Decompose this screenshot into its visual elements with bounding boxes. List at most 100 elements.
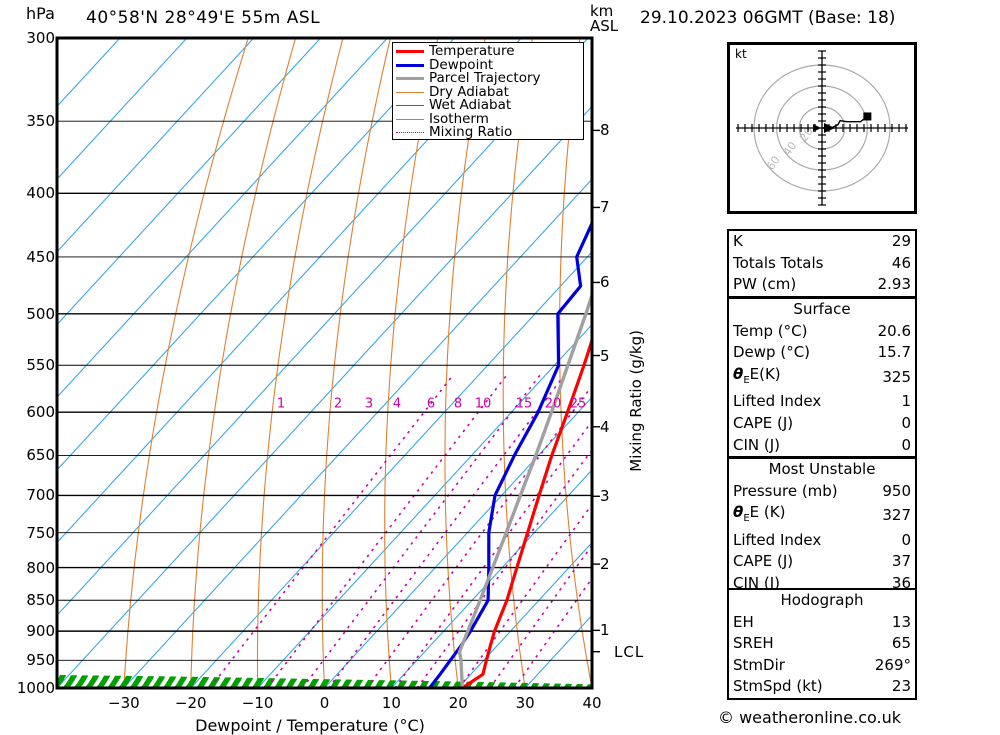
run-title: 29.10.2023 06GMT (Base: 18) — [640, 8, 896, 28]
legend-color-swatch — [396, 77, 424, 81]
temperature-tick-label: 20 — [448, 694, 468, 712]
surface-parcel-table: Surface Temp (°C) 20.6 Dewp (°C) 15.7 θEE(K) 3… — [727, 297, 917, 459]
table-row: Lifted Index 1 — [729, 391, 915, 413]
mixing-ratio-value-label: 2 — [333, 396, 343, 412]
pressure-axis: 300 350 400 450 500 550 600 650 700 750 800 850 900 9… — [0, 0, 55, 733]
mixing-ratio-value-label: 25 — [569, 396, 587, 412]
mixing-ratio-value-label: 15 — [515, 396, 533, 412]
mixing-ratio-value-label: 3 — [364, 396, 374, 412]
stat-value: 15.7 — [877, 343, 911, 362]
table-title-row: Hodograph — [729, 590, 915, 612]
stat-label: CIN (J) — [733, 435, 781, 454]
temperature-tick-label: 30 — [515, 694, 535, 712]
pressure-tick-label: 900 — [26, 622, 55, 641]
stat-value: 0 — [901, 435, 911, 454]
table-row: CAPE (J) 0 — [729, 413, 915, 435]
stat-label: CAPE (J) — [733, 552, 794, 571]
stat-label: EH — [733, 612, 754, 631]
mixing-ratio-labels: 1 2 3 4 6 8 10 15 20 25 — [276, 396, 587, 412]
pressure-tick-label: 950 — [26, 651, 55, 670]
table-title: Most Unstable — [768, 460, 876, 478]
temperature-tick-label: 40 — [582, 694, 602, 712]
stat-value: 269° — [874, 655, 911, 674]
height-unit-asl: ASL — [590, 17, 619, 35]
height-axis: 1 2 3 4 5 6 7 8 LCL — [600, 0, 643, 733]
table-row: EH 13 — [729, 612, 915, 634]
pressure-tick-label: 400 — [26, 184, 55, 203]
table-row: Dewp (°C) 15.7 — [729, 342, 915, 364]
stat-value: 37 — [891, 552, 911, 571]
stat-value: 0 — [901, 530, 911, 549]
legend-item-label: Dry Adiabat — [429, 83, 509, 100]
mixing-ratio-value-label: 4 — [392, 396, 402, 412]
hodograph-unit-label: kt — [735, 47, 747, 61]
stat-value: 23 — [891, 677, 911, 696]
temperature-tick-label: −30 — [108, 694, 140, 712]
stat-label: CAPE (J) — [733, 413, 794, 432]
pressure-tick-label: 300 — [26, 29, 55, 47]
mixing-ratio-value-label: 10 — [474, 396, 492, 412]
stat-value: 36 — [891, 573, 911, 592]
legend-color-swatch — [396, 118, 424, 120]
pressure-tick-label: 500 — [26, 304, 55, 323]
table-row: PW (cm) 2.93 — [729, 274, 915, 296]
table-row: CIN (J) 36 — [729, 573, 915, 595]
pressure-tick-label: 450 — [26, 247, 55, 266]
stat-label: StmSpd (kt) — [733, 677, 823, 696]
pressure-tick-label: 750 — [26, 523, 55, 542]
legend-item: Dry Adiabat — [396, 83, 580, 100]
pressure-tick-label: 850 — [26, 591, 55, 610]
hodograph-ring-label: 60 — [764, 154, 783, 173]
mixing-ratio-value-label: 8 — [453, 396, 463, 412]
table-title: Surface — [793, 300, 851, 318]
temperature-tick-label: −10 — [241, 694, 274, 712]
table-row: θEE (K) 327 — [729, 502, 915, 530]
stat-label: PW (cm) — [733, 275, 797, 294]
stat-value: 13 — [891, 612, 911, 631]
temperature-axis: Dewpoint / Temperature (°C) −30 −20 −10 0 10… — [0, 694, 620, 735]
pressure-tick-label: 1000 — [16, 679, 55, 697]
mixing-ratio-value-label: 1 — [276, 396, 286, 412]
table-title-row: Surface — [729, 299, 915, 321]
stability-indices-table: K 29 Totals Totals 46 PW (cm) 2.93 — [727, 229, 917, 298]
stat-value: 29 — [891, 232, 911, 250]
stat-label: θEE(K) — [733, 364, 781, 386]
stat-label: Totals Totals — [733, 253, 824, 272]
legend-color-swatch — [396, 132, 424, 134]
stat-value: 950 — [882, 481, 911, 500]
table-row: K 29 — [729, 231, 915, 253]
table-row: Pressure (mb) 950 — [729, 481, 915, 503]
stat-value: 0 — [901, 413, 911, 432]
height-tick-label: 2 — [600, 555, 610, 574]
stat-label: Lifted Index — [733, 392, 822, 411]
mixing-ratio-axis-title: Mixing Ratio (g/kg) — [627, 330, 645, 472]
legend: Temperature Dewpoint Parcel Trajectory Dry … — [392, 42, 584, 140]
height-tick-label: 6 — [600, 273, 610, 292]
legend-item: Parcel Trajectory — [396, 70, 580, 86]
legend-item-label: Wet Adiabat — [429, 97, 512, 113]
stat-value: 1 — [901, 392, 911, 411]
most-unstable-parcel-table: Most Unstable Pressure (mb) 950 θEE (K) 327 L… — [727, 457, 917, 597]
temperature-tick-label: 0 — [319, 694, 330, 712]
table-row: θEE(K) 325 — [729, 364, 915, 392]
table-row: SREH 65 — [729, 633, 915, 655]
legend-item: Dewpoint — [396, 58, 580, 73]
stat-value: 327 — [882, 506, 911, 525]
table-row: StmSpd (kt) 23 — [729, 676, 915, 698]
hodograph: kt 20 40 60 — [727, 42, 917, 214]
hodograph-ring-label: 40 — [781, 139, 800, 158]
stat-label: CIN (J) — [733, 573, 781, 592]
skewt-diagram — [55, 36, 600, 690]
legend-item: Mixing Ratio — [396, 125, 580, 140]
table-row: CAPE (J) 37 — [729, 551, 915, 573]
table-row: Temp (°C) 20.6 — [729, 321, 915, 343]
legend-color-swatch — [396, 50, 424, 54]
table-row: Lifted Index 0 — [729, 530, 915, 552]
lcl-label: LCL — [614, 642, 645, 661]
temperature-tick-label: −20 — [174, 694, 207, 712]
legend-item-label: Parcel Trajectory — [429, 70, 541, 86]
stat-label: θEE (K) — [733, 503, 786, 525]
stat-label: Pressure (mb) — [733, 481, 838, 500]
height-tick-label: 4 — [600, 417, 610, 436]
height-tick-label: 8 — [600, 121, 610, 140]
